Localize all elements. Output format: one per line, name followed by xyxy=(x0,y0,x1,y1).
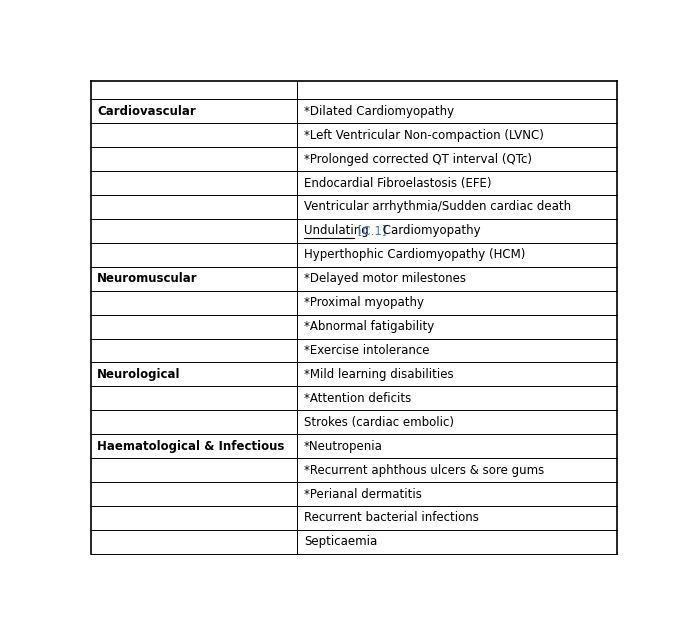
Text: *Attention deficits: *Attention deficits xyxy=(304,392,411,405)
Text: Septicaemia: Septicaemia xyxy=(304,536,377,548)
Text: [C.1]: [C.1] xyxy=(354,224,386,238)
Text: Undulating: Undulating xyxy=(304,224,368,238)
Text: Neuromuscular: Neuromuscular xyxy=(97,272,197,285)
Text: Recurrent bacterial infections: Recurrent bacterial infections xyxy=(304,511,479,524)
Text: Cardiovascular: Cardiovascular xyxy=(97,105,196,118)
Text: *Recurrent aphthous ulcers & sore gums: *Recurrent aphthous ulcers & sore gums xyxy=(304,464,544,477)
Text: Neurological: Neurological xyxy=(97,368,181,381)
Text: *Prolonged corrected QT interval (QTc): *Prolonged corrected QT interval (QTc) xyxy=(304,152,532,166)
Text: *Proximal myopathy: *Proximal myopathy xyxy=(304,296,424,309)
Text: *Perianal dermatitis: *Perianal dermatitis xyxy=(304,488,422,501)
Text: *Delayed motor milestones: *Delayed motor milestones xyxy=(304,272,466,285)
Text: *Neutropenia: *Neutropenia xyxy=(304,440,383,452)
Text: Ventricular arrhythmia/Sudden cardiac death: Ventricular arrhythmia/Sudden cardiac de… xyxy=(304,201,571,214)
Text: Hyperthophic Cardiomyopathy (HCM): Hyperthophic Cardiomyopathy (HCM) xyxy=(304,248,525,261)
Text: Cardiomyopathy: Cardiomyopathy xyxy=(380,224,481,238)
Text: Strokes (cardiac embolic): Strokes (cardiac embolic) xyxy=(304,416,454,429)
Text: Endocardial Fibroelastosis (EFE): Endocardial Fibroelastosis (EFE) xyxy=(304,176,491,189)
Text: Haematological & Infectious: Haematological & Infectious xyxy=(97,440,284,452)
Text: *Mild learning disabilities: *Mild learning disabilities xyxy=(304,368,453,381)
Text: *Left Ventricular Non-compaction (LVNC): *Left Ventricular Non-compaction (LVNC) xyxy=(304,129,544,142)
Text: *Exercise intolerance: *Exercise intolerance xyxy=(304,344,429,357)
Text: *Dilated Cardiomyopathy: *Dilated Cardiomyopathy xyxy=(304,105,454,118)
Text: *Abnormal fatigability: *Abnormal fatigability xyxy=(304,320,434,333)
